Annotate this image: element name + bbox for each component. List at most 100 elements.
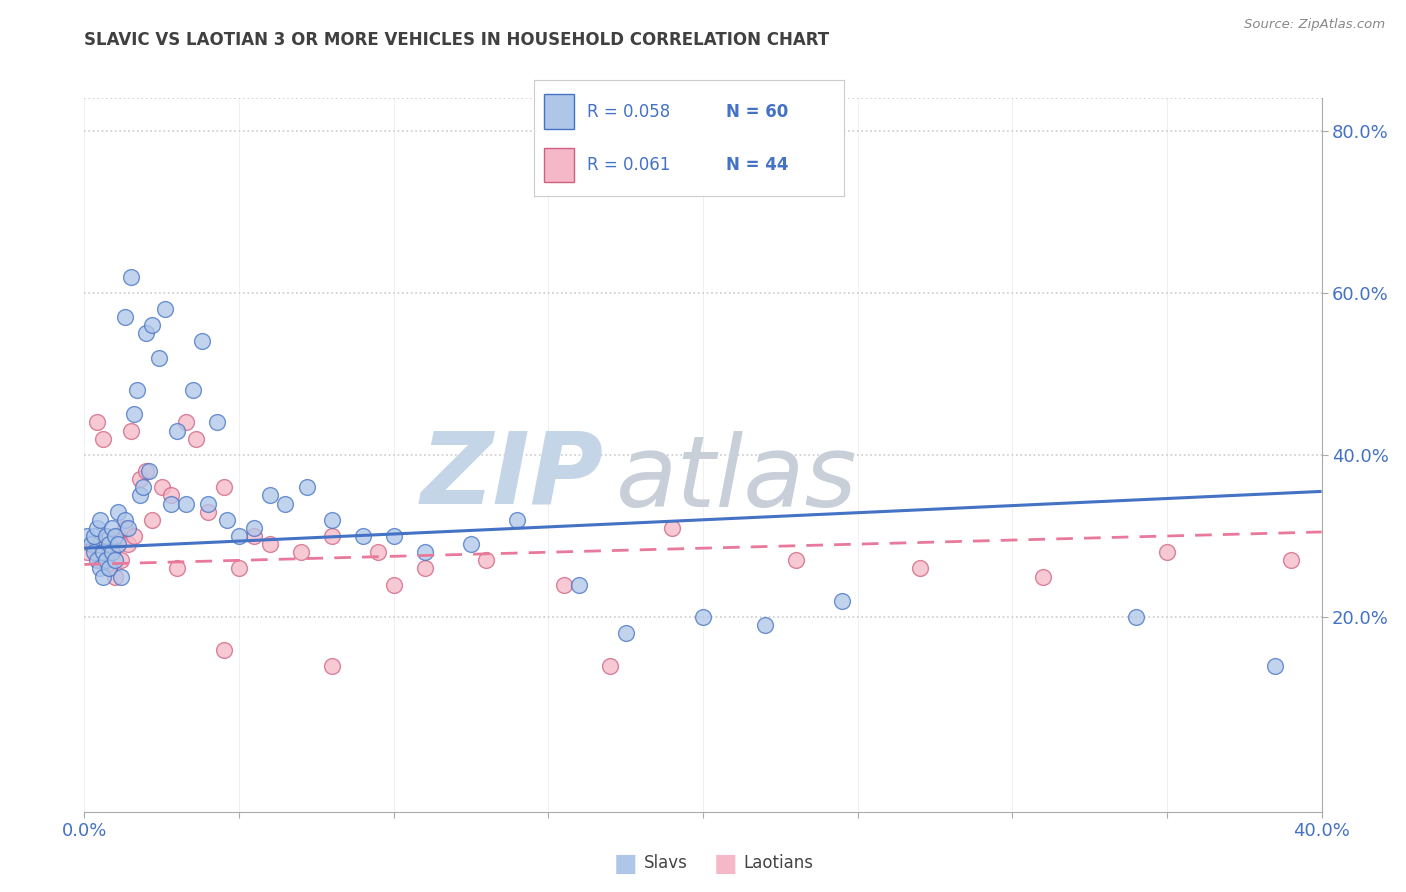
Point bbox=[382, 577, 405, 591]
Point bbox=[91, 432, 114, 446]
Point bbox=[114, 513, 136, 527]
Point bbox=[94, 529, 117, 543]
Point bbox=[599, 658, 621, 673]
Point bbox=[86, 521, 108, 535]
Point bbox=[228, 561, 250, 575]
Point bbox=[228, 529, 250, 543]
Point bbox=[321, 658, 343, 673]
Point bbox=[243, 521, 266, 535]
Point bbox=[83, 529, 105, 543]
Text: ■: ■ bbox=[614, 852, 637, 875]
Point bbox=[107, 529, 129, 543]
Point bbox=[207, 416, 229, 430]
Point bbox=[153, 301, 176, 316]
Point bbox=[91, 545, 114, 559]
Point bbox=[1156, 545, 1178, 559]
Point bbox=[692, 610, 714, 624]
Point bbox=[122, 529, 145, 543]
Point bbox=[91, 569, 114, 583]
Point bbox=[460, 537, 482, 551]
Point bbox=[141, 318, 163, 333]
Text: SLAVIC VS LAOTIAN 3 OR MORE VEHICLES IN HOUSEHOLD CORRELATION CHART: SLAVIC VS LAOTIAN 3 OR MORE VEHICLES IN … bbox=[84, 31, 830, 49]
Point bbox=[150, 480, 173, 494]
Point bbox=[1279, 553, 1302, 567]
Point bbox=[107, 505, 129, 519]
Point bbox=[212, 642, 235, 657]
Point bbox=[104, 553, 127, 567]
Point bbox=[1032, 569, 1054, 583]
Point bbox=[120, 424, 142, 438]
Point bbox=[76, 529, 98, 543]
Point bbox=[101, 545, 124, 559]
Point bbox=[215, 513, 238, 527]
Point bbox=[114, 310, 136, 324]
Point bbox=[166, 424, 188, 438]
Point bbox=[83, 537, 105, 551]
Point bbox=[89, 561, 111, 575]
Point bbox=[117, 537, 139, 551]
Point bbox=[107, 537, 129, 551]
Point bbox=[114, 521, 136, 535]
Point bbox=[98, 561, 121, 575]
Point bbox=[212, 480, 235, 494]
Point bbox=[614, 626, 637, 640]
Point bbox=[1125, 610, 1147, 624]
Point bbox=[135, 464, 157, 478]
Text: atlas: atlas bbox=[616, 432, 858, 528]
Point bbox=[104, 529, 127, 543]
Point bbox=[413, 561, 436, 575]
Point bbox=[259, 537, 281, 551]
Point bbox=[191, 334, 214, 349]
Point bbox=[94, 529, 117, 543]
Point bbox=[160, 497, 183, 511]
Point bbox=[568, 577, 591, 591]
Point bbox=[94, 553, 117, 567]
FancyBboxPatch shape bbox=[544, 95, 575, 129]
Point bbox=[101, 545, 124, 559]
Point bbox=[754, 618, 776, 632]
Text: ZIP: ZIP bbox=[420, 428, 605, 524]
Point bbox=[138, 464, 160, 478]
Point bbox=[352, 529, 374, 543]
Point bbox=[120, 269, 142, 284]
Point bbox=[101, 521, 124, 535]
Point bbox=[908, 561, 931, 575]
Point bbox=[122, 408, 145, 422]
Text: N = 44: N = 44 bbox=[725, 156, 789, 174]
Point bbox=[321, 529, 343, 543]
Point bbox=[259, 488, 281, 502]
Point bbox=[117, 521, 139, 535]
Point bbox=[785, 553, 807, 567]
Point bbox=[129, 488, 152, 502]
Point bbox=[125, 383, 148, 397]
Text: Source: ZipAtlas.com: Source: ZipAtlas.com bbox=[1244, 19, 1385, 31]
Point bbox=[79, 537, 101, 551]
Point bbox=[76, 545, 98, 559]
Point bbox=[166, 561, 188, 575]
Text: N = 60: N = 60 bbox=[725, 103, 789, 120]
Point bbox=[176, 497, 198, 511]
Point bbox=[831, 594, 853, 608]
Point bbox=[661, 521, 683, 535]
Point bbox=[274, 497, 297, 511]
Point bbox=[141, 513, 163, 527]
Point bbox=[295, 480, 318, 494]
Point bbox=[110, 553, 132, 567]
Point bbox=[197, 497, 219, 511]
Point bbox=[197, 505, 219, 519]
Text: ■: ■ bbox=[714, 852, 737, 875]
FancyBboxPatch shape bbox=[544, 147, 575, 182]
Point bbox=[148, 351, 170, 365]
Point bbox=[290, 545, 312, 559]
Point bbox=[98, 537, 121, 551]
Point bbox=[1264, 658, 1286, 673]
Text: R = 0.058: R = 0.058 bbox=[586, 103, 671, 120]
Point bbox=[86, 553, 108, 567]
Text: R = 0.061: R = 0.061 bbox=[586, 156, 671, 174]
Point bbox=[98, 561, 121, 575]
Point bbox=[86, 416, 108, 430]
Text: Laotians: Laotians bbox=[744, 855, 814, 872]
Point bbox=[243, 529, 266, 543]
Point bbox=[89, 553, 111, 567]
Point bbox=[104, 569, 127, 583]
